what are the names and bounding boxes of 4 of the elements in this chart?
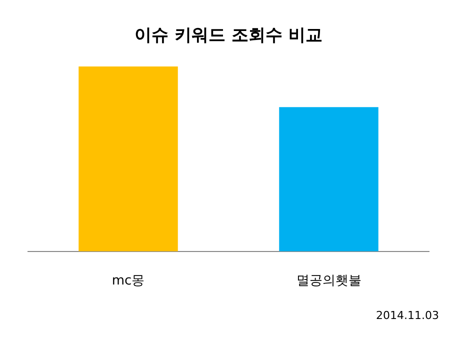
x-tick-label: 멸공의횃불 [296,274,362,289]
chart-title: 이슈 키워드 조회수 비교 [134,26,322,46]
x-tick-label: mc몽 [112,274,145,289]
text: 2014.11.03 [375,308,440,322]
